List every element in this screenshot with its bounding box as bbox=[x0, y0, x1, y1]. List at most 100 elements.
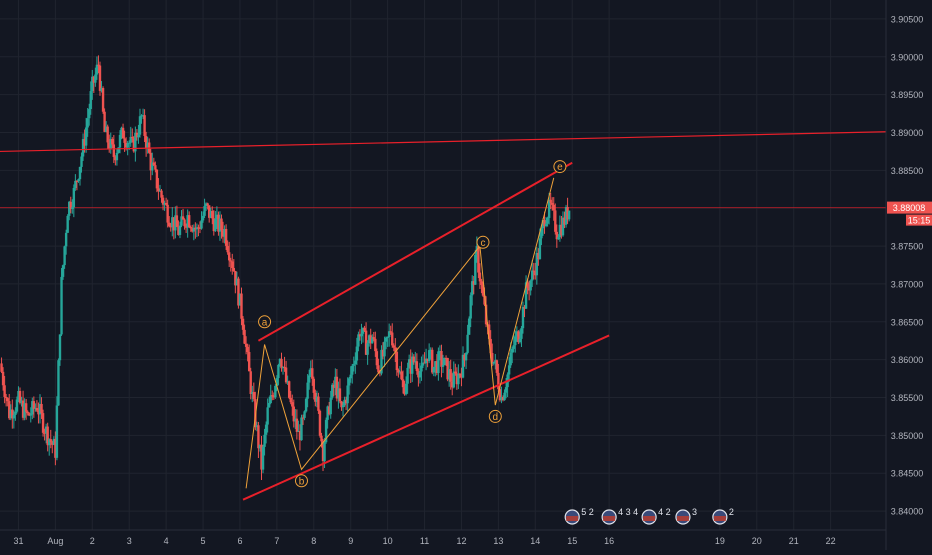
candle-body bbox=[479, 273, 481, 282]
candle-body bbox=[323, 442, 325, 461]
candle-body bbox=[274, 386, 276, 397]
event-count: 4 3 4 bbox=[618, 507, 638, 517]
candle-body bbox=[539, 238, 541, 259]
flag-stripe bbox=[643, 516, 655, 521]
candle-body bbox=[308, 375, 310, 382]
candle-body bbox=[420, 366, 422, 372]
candle-body bbox=[188, 215, 190, 227]
candle-body bbox=[200, 220, 202, 228]
candle-body bbox=[288, 381, 290, 398]
candle-body bbox=[386, 337, 388, 338]
candle-body bbox=[88, 109, 90, 118]
time-tick-label: 14 bbox=[530, 536, 540, 546]
candle-body bbox=[373, 337, 375, 339]
candle-body bbox=[63, 246, 65, 265]
candle-body bbox=[79, 167, 81, 179]
candle-body bbox=[6, 398, 8, 401]
candle-body bbox=[428, 350, 430, 361]
candle-body bbox=[296, 419, 298, 432]
time-tick-label: 22 bbox=[826, 536, 836, 546]
candle-body bbox=[356, 347, 358, 361]
candle-body bbox=[65, 233, 67, 246]
candle-body bbox=[396, 352, 398, 370]
candle bbox=[117, 147, 119, 153]
candle-body bbox=[3, 385, 5, 397]
candle-body bbox=[522, 307, 524, 328]
candle-body bbox=[568, 211, 570, 220]
candle-body bbox=[320, 436, 322, 442]
price-tick-label: 3.90000 bbox=[891, 52, 924, 62]
time-tick-label: 13 bbox=[493, 536, 503, 546]
price-tick-label: 3.86500 bbox=[891, 317, 924, 327]
candle-body bbox=[231, 262, 233, 268]
time-tick-label: 31 bbox=[13, 536, 23, 546]
time-tick-label: 3 bbox=[127, 536, 132, 546]
candle-body bbox=[511, 349, 513, 353]
candle-body bbox=[551, 203, 553, 205]
candle-body bbox=[433, 367, 435, 373]
candle-body bbox=[113, 144, 115, 157]
candle-body bbox=[513, 345, 515, 349]
candle bbox=[262, 445, 264, 474]
candle-body bbox=[66, 216, 68, 233]
candle-body bbox=[519, 339, 521, 342]
candle-body bbox=[220, 219, 222, 231]
candle-body bbox=[160, 191, 162, 198]
candle-body bbox=[529, 280, 531, 290]
candle-body bbox=[25, 403, 27, 411]
time-tick-label: 11 bbox=[420, 536, 429, 546]
candle-body bbox=[366, 343, 368, 355]
candle-body bbox=[351, 366, 353, 375]
candle-body bbox=[266, 407, 268, 424]
candle-body bbox=[350, 375, 352, 379]
price-tick-label: 3.87500 bbox=[891, 242, 924, 252]
candle-body bbox=[385, 338, 387, 342]
candle-body bbox=[225, 229, 227, 246]
candle-body bbox=[80, 156, 82, 166]
wave-label-text: a bbox=[262, 317, 268, 328]
flag-stripe bbox=[566, 516, 578, 521]
candle-body bbox=[246, 347, 248, 352]
candle-body bbox=[165, 203, 167, 205]
candle-body bbox=[477, 246, 479, 272]
candle-body bbox=[376, 351, 378, 365]
time-tick-label: 16 bbox=[604, 536, 614, 546]
candle-body bbox=[248, 352, 250, 371]
candle-body bbox=[183, 220, 185, 227]
candle-body bbox=[457, 374, 459, 384]
candle-body bbox=[94, 75, 96, 83]
time-tick-label: 12 bbox=[456, 536, 466, 546]
candle-body bbox=[131, 137, 133, 138]
candle-body bbox=[33, 401, 35, 409]
candle-body bbox=[166, 205, 168, 223]
time-tick-label: 15 bbox=[567, 536, 577, 546]
candle-body bbox=[243, 330, 245, 344]
time-tick-label: Aug bbox=[47, 536, 63, 546]
wave-label-d: d bbox=[489, 410, 501, 423]
candle bbox=[300, 415, 302, 441]
candle-body bbox=[16, 400, 18, 412]
time-tick-label: 21 bbox=[789, 536, 799, 546]
candle-body bbox=[5, 397, 7, 398]
candle-body bbox=[545, 224, 547, 226]
wave-label-a: a bbox=[259, 316, 271, 329]
candle-body bbox=[374, 339, 376, 351]
candle-body bbox=[102, 88, 104, 112]
candle-body bbox=[30, 415, 32, 416]
candle-body bbox=[280, 359, 282, 368]
candle-body bbox=[390, 331, 392, 332]
candle-body bbox=[90, 91, 92, 109]
event-count: 2 bbox=[729, 507, 734, 517]
candle-body bbox=[245, 344, 247, 347]
candle bbox=[319, 410, 321, 438]
candle-body bbox=[62, 265, 64, 277]
candle-body bbox=[179, 226, 181, 235]
candle-body bbox=[228, 252, 230, 260]
candle-body bbox=[453, 372, 455, 388]
candle-body bbox=[126, 143, 128, 147]
candle-body bbox=[303, 411, 305, 418]
candle-body bbox=[496, 360, 498, 373]
candle-body bbox=[342, 405, 344, 407]
